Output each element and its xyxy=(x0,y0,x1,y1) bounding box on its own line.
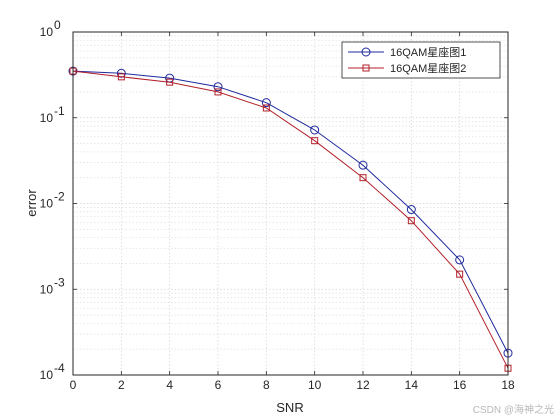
x-ticks: 0 2 4 6 8 10 12 14 16 18 xyxy=(70,32,515,392)
x-tick-label: 10 xyxy=(308,378,322,392)
y-tick-exponent: -1 xyxy=(54,104,65,118)
data-point-square xyxy=(456,270,464,278)
y-tick-exponent: -3 xyxy=(54,275,65,289)
data-point-square xyxy=(262,104,270,112)
x-tick-label: 4 xyxy=(166,378,173,392)
legend-label: 16QAM星座图2 xyxy=(390,61,466,75)
legend: 16QAM星座图1 16QAM星座图2 xyxy=(341,41,501,79)
y-tick-exponent: -2 xyxy=(54,190,65,204)
y-tick-label: 10 xyxy=(40,25,54,39)
legend-label: 16QAM星座图1 xyxy=(390,45,466,59)
data-point-circle xyxy=(455,255,465,265)
watermark: CSDN @海神之光 xyxy=(472,405,554,416)
y-tick-label: 10 xyxy=(40,282,54,296)
y-tick-exponent: 0 xyxy=(54,18,61,32)
y-tick-label: 10 xyxy=(40,111,54,125)
y-tick-label: 10 xyxy=(40,197,54,211)
legend-marker-square xyxy=(362,64,370,72)
x-tick-label: 12 xyxy=(356,378,370,392)
x-tick-label: 8 xyxy=(263,378,270,392)
data-point-square xyxy=(311,137,319,145)
data-point-square xyxy=(407,217,415,225)
x-tick-label: 2 xyxy=(118,378,125,392)
y-axis-label: error xyxy=(24,189,39,217)
data-point-circle xyxy=(261,98,271,108)
x-axis-label: SNR xyxy=(276,400,303,415)
x-tick-label: 18 xyxy=(501,378,515,392)
data-point-circle xyxy=(213,82,223,92)
data-point-square xyxy=(166,78,174,86)
data-point-square xyxy=(214,88,222,96)
legend-marker-circle xyxy=(361,47,371,57)
y-tick-label: 10 xyxy=(40,368,54,382)
data-point-circle xyxy=(406,205,416,215)
data-point-square xyxy=(117,73,125,81)
legend-box xyxy=(341,41,501,79)
series-line xyxy=(72,70,509,354)
x-tick-label: 14 xyxy=(405,378,419,392)
x-tick-label: 16 xyxy=(453,378,467,392)
data-point-circle xyxy=(310,125,320,135)
x-tick-label: 6 xyxy=(215,378,222,392)
y-tick-exponent: -4 xyxy=(54,361,65,375)
data-point-square xyxy=(359,174,367,182)
data-point-circle xyxy=(358,160,368,170)
x-tick-label: 0 xyxy=(70,378,77,392)
series-line xyxy=(72,70,509,369)
